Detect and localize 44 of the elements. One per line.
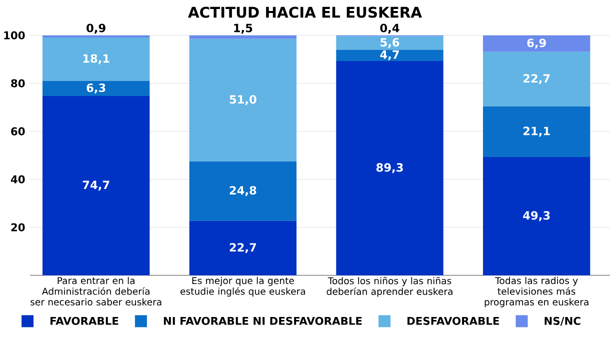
data-label: 89,3 [376,163,403,174]
x-tick-label: Todos los niños y las niñas deberían aprender euskera [326,276,452,297]
data-label: 74,7 [82,180,110,191]
data-label: 0,4 [380,24,400,34]
data-label: 5,6 [380,38,400,48]
bar [482,35,590,52]
data-label: 0,9 [86,24,106,34]
bar [42,96,150,276]
data-label: 22,7 [523,74,550,84]
bar [42,80,150,96]
legend-label: FAVORABLE [50,316,118,325]
data-label: 18,1 [83,54,110,64]
bar [336,50,444,62]
data-label: 6,3 [86,83,106,94]
bar [189,35,297,39]
x-tick-label: Para entrar en la Administración debería ser necesario saber euskera [30,276,162,306]
bar [482,52,590,106]
data-label: 51,0 [230,95,256,106]
bar [42,37,150,81]
bar [482,157,590,276]
legend-label: NS/NC [544,316,580,326]
chart-title: ACTITUD HACIA EL EUSKERA [188,6,422,18]
x-tick-label: Es mejor que la gente estudie inglés que euskera [180,276,306,297]
y-tick-label: 60 [11,127,25,136]
data-label: 22,7 [230,243,256,254]
data-label: 6,9 [527,38,546,49]
y-tick-label: 40 [10,175,25,184]
bar [189,161,297,221]
legend-label: NI FAVORABLE NI DESFAVORABLE [164,316,362,325]
data-label: 21,1 [523,126,550,137]
y-tick-label: 100 [4,31,25,40]
legend-label: DESFAVORABLE [407,316,499,325]
y-tick-label: 80 [11,79,25,88]
data-label: 49,3 [523,211,550,222]
x-tick-label: Todas las radios y televisiones más programas en euskera [484,276,588,308]
y-tick-label: 20 [11,223,25,232]
bar [336,61,444,276]
data-label: 4,7 [380,50,399,60]
bar [482,106,590,157]
data-label: 24,8 [230,186,256,196]
bar [189,220,297,276]
bar [189,38,297,162]
data-label: 1,5 [234,24,252,34]
bar [336,36,444,50]
